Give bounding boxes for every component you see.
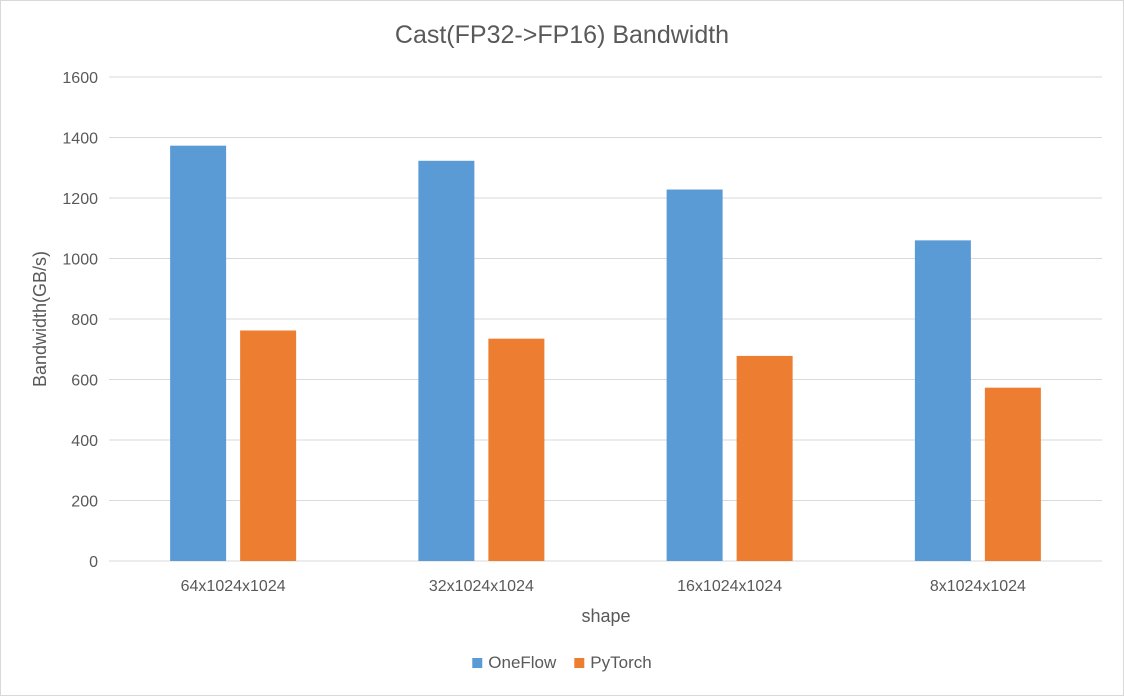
y-tick-label: 600	[71, 373, 98, 390]
bar-pytorch-1	[488, 338, 545, 561]
bar-oneflow-0	[170, 145, 227, 562]
bar-oneflow-1	[418, 160, 475, 562]
bars	[170, 145, 1041, 562]
legend-swatch-oneflow	[472, 658, 483, 668]
x-axis-ticks: 64x1024x1024 32x1024x1024 16x1024x1024 8x10…	[181, 578, 1026, 595]
bar-oneflow-3	[914, 240, 971, 561]
chart-title: Cast(FP32->FP16) Bandwidth	[395, 21, 729, 49]
y-axis-ticks: 0 200 400 600 800 1000 1200 1400 1600	[62, 70, 98, 571]
y-tick-label: 0	[89, 554, 98, 571]
x-axis-title: shape	[581, 606, 630, 626]
bar-pytorch-3	[984, 387, 1041, 561]
y-axis-title: Bandwidth(GB/s)	[30, 251, 50, 387]
legend-swatch-pytorch	[574, 658, 585, 668]
y-tick-label: 1000	[62, 252, 98, 269]
bar-pytorch-2	[736, 355, 793, 561]
x-tick-label: 16x1024x1024	[677, 578, 782, 595]
y-tick-label: 1600	[62, 70, 98, 87]
y-tick-label: 800	[71, 312, 98, 329]
legend-label-oneflow: OneFlow	[488, 653, 557, 672]
bar-pytorch-0	[240, 330, 297, 561]
bar-oneflow-2	[666, 189, 723, 561]
x-tick-label: 8x1024x1024	[930, 578, 1026, 595]
y-tick-label: 200	[71, 494, 98, 511]
y-tick-label: 400	[71, 433, 98, 450]
y-tick-label: 1400	[62, 131, 98, 148]
x-tick-label: 64x1024x1024	[181, 578, 286, 595]
y-tick-label: 1200	[62, 191, 98, 208]
x-tick-label: 32x1024x1024	[429, 578, 534, 595]
legend: OneFlow PyTorch	[472, 653, 652, 672]
legend-label-pytorch: PyTorch	[590, 653, 651, 672]
